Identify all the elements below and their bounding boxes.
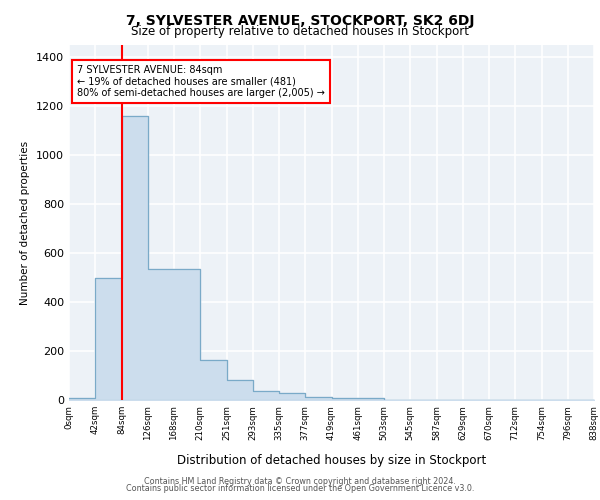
Text: 7, SYLVESTER AVENUE, STOCKPORT, SK2 6DJ: 7, SYLVESTER AVENUE, STOCKPORT, SK2 6DJ bbox=[126, 14, 474, 28]
Y-axis label: Number of detached properties: Number of detached properties bbox=[20, 140, 31, 304]
Text: Size of property relative to detached houses in Stockport: Size of property relative to detached ho… bbox=[131, 25, 469, 38]
Text: Contains public sector information licensed under the Open Government Licence v3: Contains public sector information licen… bbox=[126, 484, 474, 493]
X-axis label: Distribution of detached houses by size in Stockport: Distribution of detached houses by size … bbox=[177, 454, 486, 466]
Text: 7 SYLVESTER AVENUE: 84sqm
← 19% of detached houses are smaller (481)
80% of semi: 7 SYLVESTER AVENUE: 84sqm ← 19% of detac… bbox=[77, 64, 325, 98]
Text: Contains HM Land Registry data © Crown copyright and database right 2024.: Contains HM Land Registry data © Crown c… bbox=[144, 477, 456, 486]
